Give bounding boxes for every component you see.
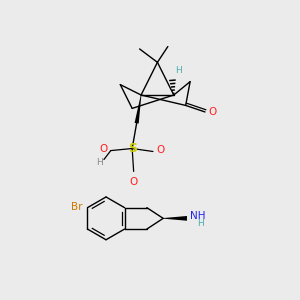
Text: O: O (100, 144, 108, 154)
Text: S: S (128, 142, 137, 155)
Text: H: H (197, 219, 204, 228)
Text: H: H (96, 158, 103, 167)
Text: O: O (130, 177, 138, 187)
Text: O: O (208, 107, 217, 117)
Polygon shape (135, 95, 141, 124)
Text: O: O (156, 145, 164, 155)
Text: Br: Br (70, 202, 82, 212)
Text: NH: NH (190, 211, 206, 221)
Polygon shape (163, 216, 187, 221)
Text: H: H (175, 66, 182, 75)
